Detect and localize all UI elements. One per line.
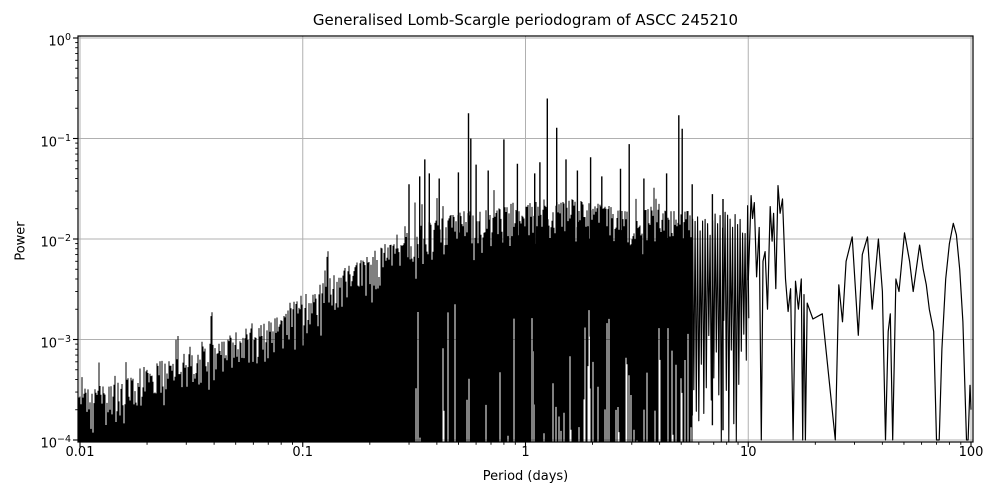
- chart-title: Generalised Lomb-Scargle periodogram of …: [312, 11, 739, 29]
- major-peaks: [408, 98, 724, 431]
- y-tick-label: 10−2: [40, 233, 71, 251]
- x-tick-label: 0.1: [292, 445, 314, 460]
- x-tick-label: 100: [958, 445, 984, 460]
- axes-frame: [73, 35, 974, 447]
- resolved-tail: [747, 185, 972, 441]
- periodogram-trace: [78, 98, 972, 443]
- y-tick-label: 10−3: [40, 333, 71, 351]
- y-tick-label: 10−4: [40, 434, 71, 452]
- x-axis-label: Period (days): [482, 469, 569, 484]
- zigzag-region: [692, 205, 750, 443]
- y-tick-label: 10−1: [40, 132, 71, 150]
- noise-columns: [78, 187, 693, 442]
- y-tick-label: 100: [48, 32, 71, 50]
- x-tick-label: 1: [521, 445, 530, 460]
- x-tick-label: 0.01: [65, 445, 95, 460]
- y-axis-label: Power: [13, 221, 29, 261]
- x-tick-label: 10: [739, 445, 757, 460]
